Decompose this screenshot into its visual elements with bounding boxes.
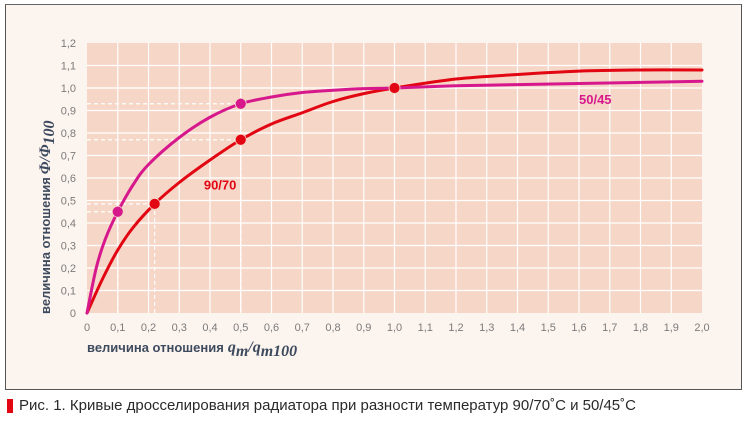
x-tick-label: 0,5	[233, 322, 248, 334]
x-tick-label: 0,9	[356, 322, 371, 334]
y-axis-ticks: 0 0,1 0,2 0,3 0,4 0,5 0,6 0,7 0,8 0,9 1,0 1,1 1,2	[61, 38, 76, 320]
y-tick-label: 0,3	[61, 241, 76, 253]
y-tick-label: 0,6	[61, 173, 76, 185]
y-tick-label: 1,2	[61, 38, 76, 50]
x-tick-label: 0,3	[172, 322, 187, 334]
y-tick-label: 0,9	[61, 106, 76, 118]
data-point-50-45	[111, 205, 124, 218]
x-tick-label: 1,0	[387, 322, 402, 334]
x-tick-label: 1,2	[448, 322, 463, 334]
data-point-90-70	[388, 82, 401, 94]
data-point-90-70	[148, 197, 161, 210]
y-tick-label: 0,2	[61, 263, 76, 275]
data-point-90-70	[234, 133, 247, 146]
x-tick-label: 1,9	[664, 322, 679, 334]
y-tick-label: 0	[70, 308, 76, 320]
y-tick-label: 0,1	[61, 286, 76, 298]
x-tick-label: 0	[84, 322, 90, 334]
x-tick-label: 0,4	[202, 322, 217, 334]
x-axis-ticks: 0 0,1 0,2 0,3 0,4 0,5 0,6 0,7 0,8 0,9 1,0 1,1 1,2 1,3…	[84, 322, 710, 334]
y-tick-label: 0,8	[61, 128, 76, 140]
y-tick-label: 0,4	[61, 218, 76, 230]
curve-label-50-45: 50/45	[579, 92, 612, 107]
curve-label-90-70: 90/70	[204, 177, 237, 192]
x-axis-title: величина отношения qm/qm100	[87, 339, 297, 360]
marked-points	[111, 82, 401, 218]
caption-marker	[7, 398, 13, 413]
y-axis-title: величина отношенияΦ/Φ100	[37, 120, 58, 314]
x-tick-label: 1,1	[418, 322, 433, 334]
x-axis-title-prefix: величина отношения	[87, 340, 224, 355]
x-tick-label: 1,3	[479, 322, 494, 334]
x-tick-label: 0,7	[295, 322, 310, 334]
curve-90-70	[85, 68, 704, 315]
curve-labels: 90/70 50/45	[204, 92, 612, 193]
x-tick-label: 0,2	[141, 322, 156, 334]
x-tick-label: 1,7	[602, 322, 617, 334]
x-tick-label: 1,8	[633, 322, 648, 334]
y-tick-label: 1,0	[61, 83, 76, 95]
x-tick-label: 0,8	[325, 322, 340, 334]
dashed-guides	[87, 87, 396, 313]
data-point-50-45	[234, 97, 247, 110]
figure-caption: Рис. 1. Кривые дросселирования радиатора…	[7, 397, 636, 414]
x-tick-label: 1,5	[541, 322, 556, 334]
y-tick-label: 0,7	[61, 151, 76, 163]
x-tick-label: 2,0	[694, 322, 709, 334]
x-tick-label: 1,4	[510, 322, 525, 334]
x-tick-label: 1,6	[571, 322, 586, 334]
caption-text: Рис. 1. Кривые дросселирования радиатора…	[19, 397, 636, 414]
y-tick-label: 0,5	[61, 196, 76, 208]
y-axis-title-prefix: величина отношения	[38, 177, 53, 314]
x-tick-label: 0,6	[264, 322, 279, 334]
y-tick-label: 1,1	[61, 61, 76, 73]
x-tick-label: 0,1	[110, 322, 125, 334]
